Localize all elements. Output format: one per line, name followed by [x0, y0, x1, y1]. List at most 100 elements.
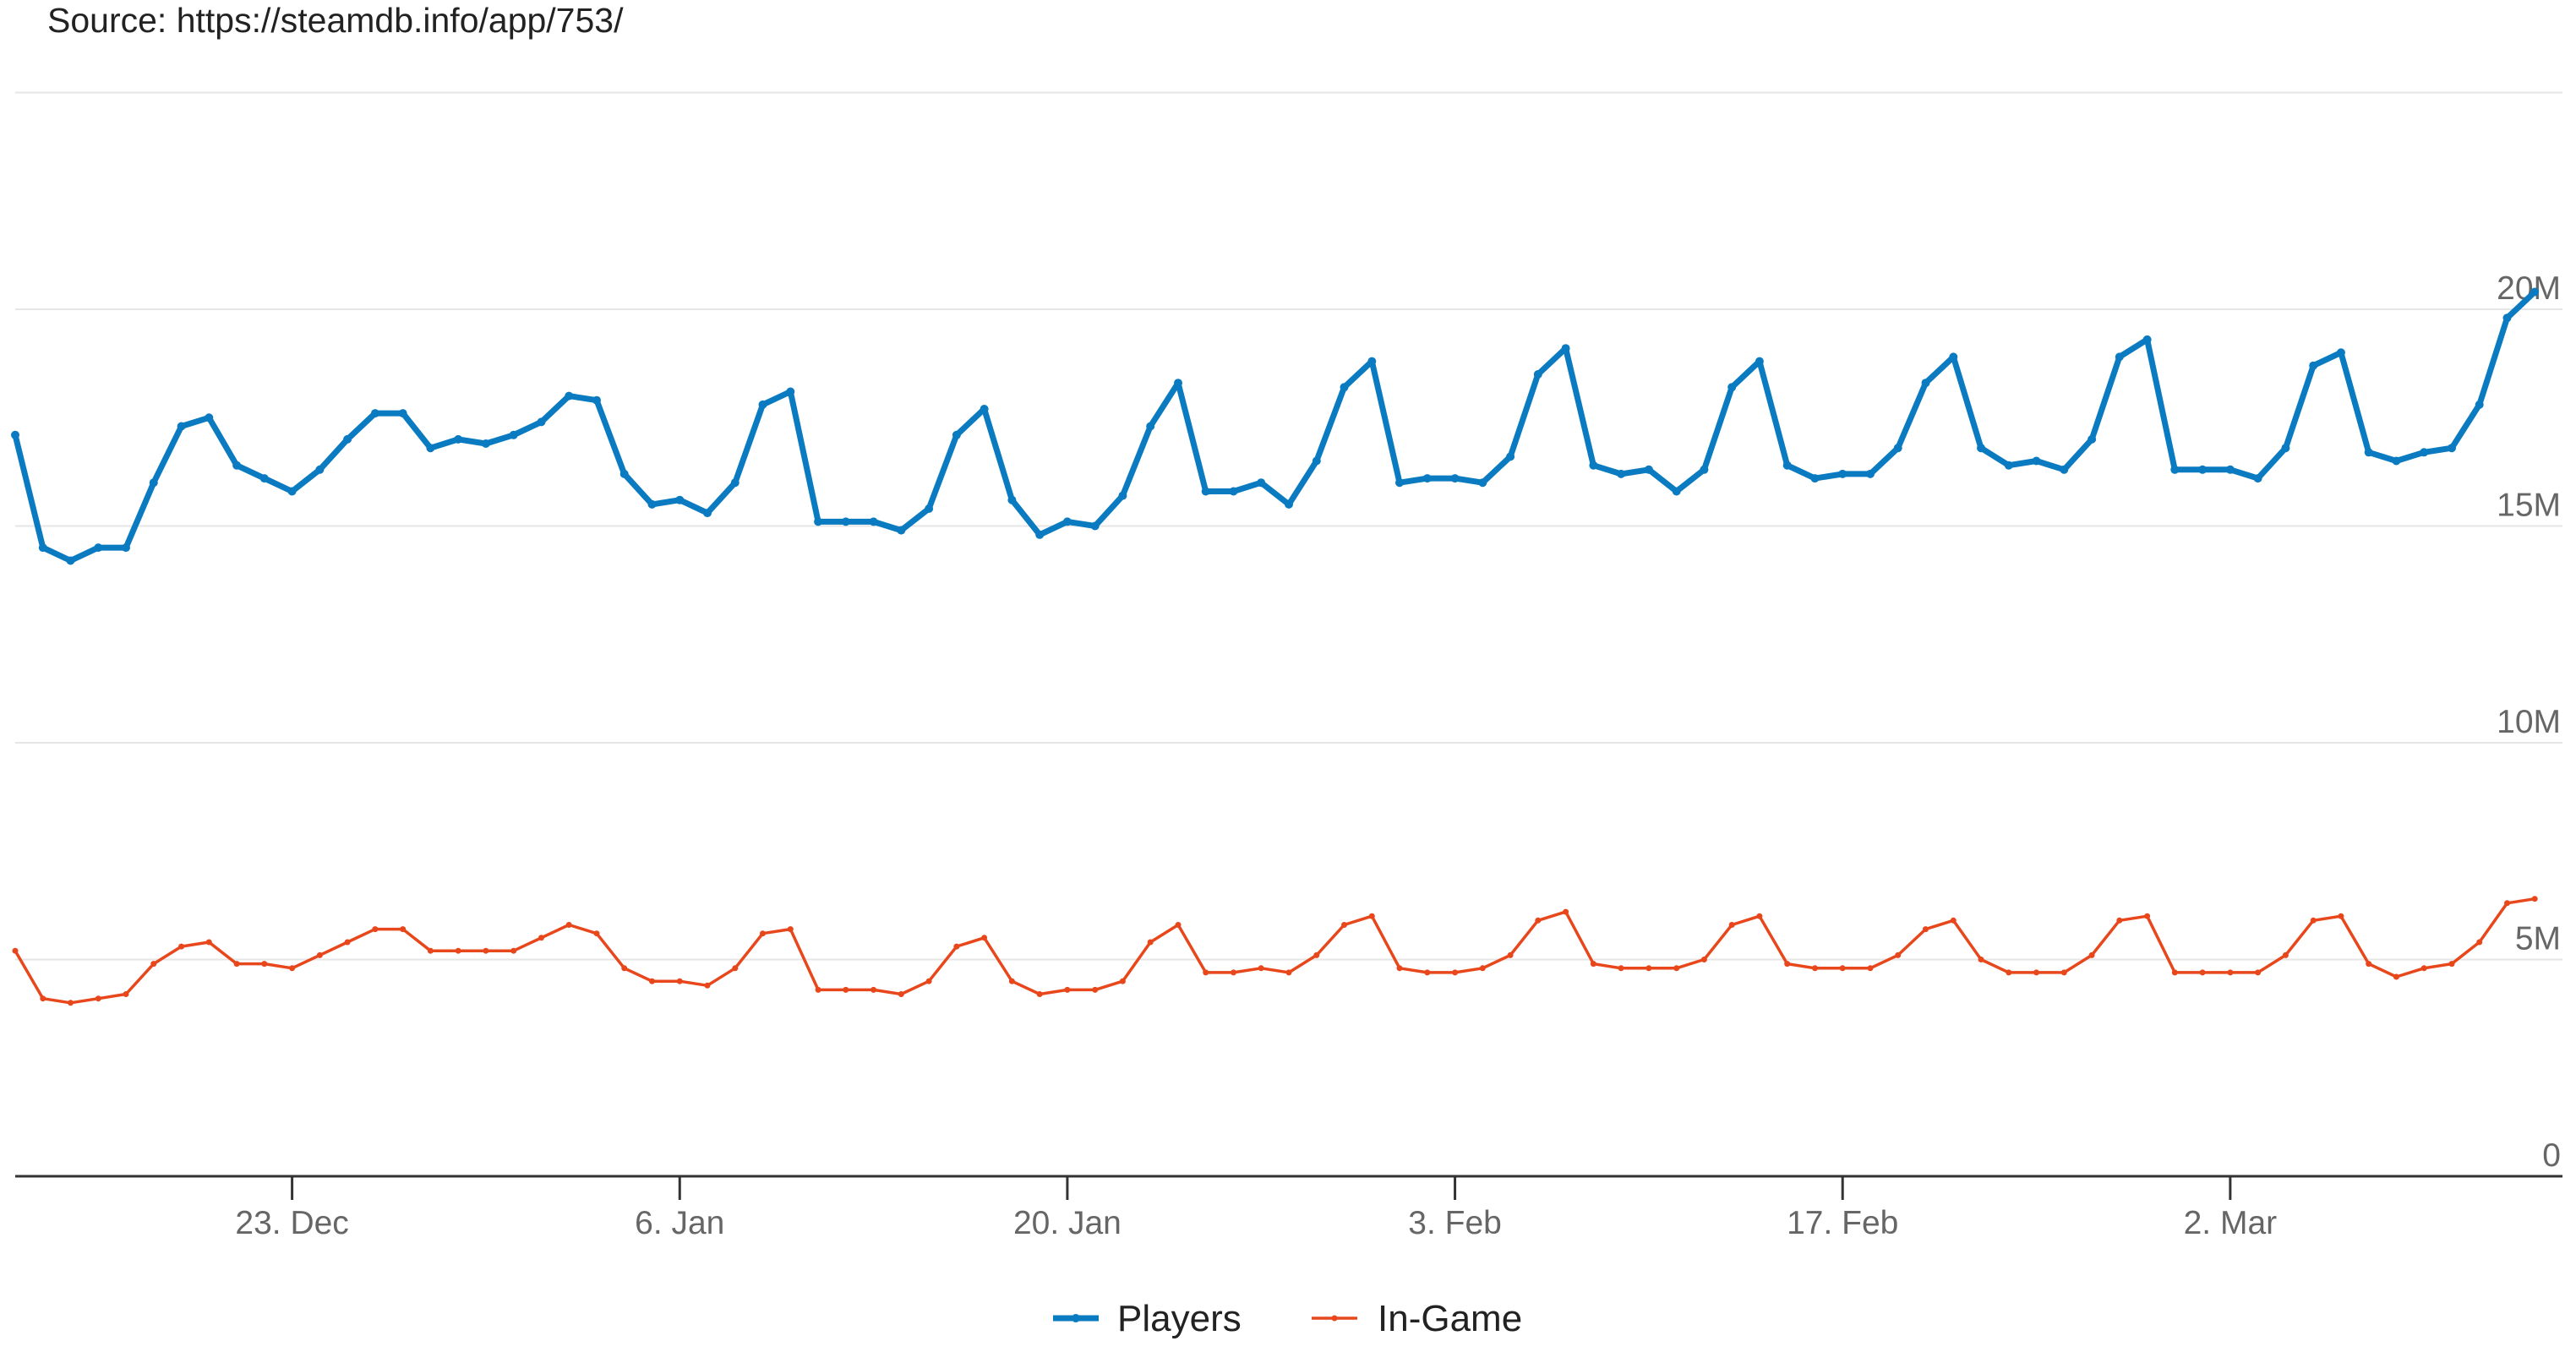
- data-point-players: [925, 504, 934, 513]
- data-point-in_game: [1231, 969, 1236, 976]
- data-point-in_game: [2144, 913, 2151, 919]
- data-point-in_game: [1923, 926, 1929, 933]
- data-point-in_game: [2171, 969, 2178, 976]
- data-point-in_game: [68, 1000, 74, 1006]
- data-point-in_game: [565, 922, 572, 928]
- data-point-players: [952, 430, 961, 439]
- data-point-players: [2198, 465, 2208, 474]
- data-point-players: [1977, 444, 1985, 453]
- data-point-players: [1422, 474, 1432, 483]
- data-point-players: [509, 430, 518, 439]
- data-point-players: [841, 517, 850, 526]
- data-point-in_game: [316, 951, 323, 958]
- x-tick-label: 20. Jan: [1013, 1205, 1122, 1241]
- data-point-players: [1035, 530, 1045, 539]
- data-point-players: [1810, 474, 1820, 483]
- data-point-players: [786, 387, 795, 396]
- legend[interactable]: Players In-Game: [1053, 1298, 1522, 1339]
- data-point-in_game: [344, 939, 351, 946]
- data-point-players: [481, 439, 490, 448]
- data-point-players: [1007, 495, 1017, 504]
- data-point-in_game: [1258, 965, 1264, 972]
- data-point-in_game: [538, 935, 544, 941]
- data-point-in_game: [732, 965, 739, 972]
- data-point-players: [814, 517, 823, 526]
- data-point-players: [2253, 474, 2262, 483]
- data-point-in_game: [1396, 965, 1403, 972]
- x-tick-label: 23. Dec: [235, 1205, 348, 1241]
- data-point-players: [2364, 448, 2373, 457]
- data-point-in_game: [1784, 961, 1791, 968]
- data-point-in_game: [2088, 951, 2095, 958]
- data-point-in_game: [1285, 969, 1292, 976]
- data-point-in_game: [649, 978, 655, 984]
- data-point-in_game: [2060, 969, 2067, 976]
- data-point-in_game: [843, 986, 849, 993]
- legend-item-players[interactable]: Players: [1053, 1298, 1242, 1339]
- y-tick-label: 15M: [2497, 488, 2561, 524]
- data-point-in_game: [178, 943, 185, 950]
- data-point-in_game: [2393, 973, 2399, 980]
- data-point-in_game: [2255, 969, 2262, 976]
- data-point-in_game: [1424, 969, 1431, 976]
- data-point-players: [426, 444, 435, 453]
- data-point-players: [1478, 478, 1487, 488]
- x-tick-label: 3. Feb: [1408, 1205, 1502, 1241]
- data-point-in_game: [1507, 951, 1514, 958]
- data-point-in_game: [953, 943, 960, 950]
- data-point-in_game: [2366, 961, 2372, 968]
- x-tick-label: 17. Feb: [1787, 1205, 1898, 1241]
- x-tick-label: 2. Mar: [2184, 1205, 2278, 1241]
- data-point-in_game: [898, 991, 904, 997]
- data-point-in_game: [2531, 896, 2538, 902]
- data-point-in_game: [2448, 961, 2455, 968]
- data-point-in_game: [1895, 951, 1902, 958]
- data-point-players: [537, 417, 546, 427]
- legend-marker-players: [1072, 1314, 1080, 1322]
- data-point-in_game: [1064, 986, 1071, 993]
- data-point-in_game: [1563, 908, 1569, 915]
- data-point-players: [565, 391, 574, 401]
- legend-label-players: Players: [1117, 1298, 1242, 1339]
- data-point-in_game: [400, 926, 407, 933]
- data-point-players: [1201, 487, 1210, 496]
- data-point-in_game: [1700, 957, 1707, 962]
- data-point-players: [1644, 465, 1653, 474]
- data-point-players: [1561, 344, 1570, 353]
- data-point-players: [1395, 478, 1404, 488]
- data-point-players: [592, 395, 601, 405]
- data-point-in_game: [1092, 986, 1099, 993]
- data-point-players: [1090, 521, 1100, 531]
- series-line-players: [12, 289, 2538, 564]
- data-point-in_game: [2033, 969, 2039, 976]
- data-point-players: [2281, 444, 2290, 453]
- data-point-in_game: [2282, 951, 2289, 958]
- data-point-players: [2032, 456, 2041, 466]
- data-point-players: [11, 430, 19, 439]
- data-point-in_game: [289, 965, 296, 972]
- data-point-players: [1146, 422, 1155, 431]
- data-point-in_game: [1950, 917, 1957, 924]
- data-point-players: [2060, 465, 2069, 474]
- series-in_game: [12, 896, 2538, 1006]
- data-point-in_game: [510, 947, 517, 954]
- data-point-players: [2142, 335, 2152, 344]
- data-point-in_game: [1839, 965, 1846, 972]
- legend-item-in_game[interactable]: In-Game: [1312, 1298, 1522, 1339]
- data-point-in_game: [483, 947, 489, 954]
- data-point-in_game: [1313, 951, 1320, 958]
- data-point-players: [1118, 491, 1127, 500]
- data-point-players: [1285, 499, 1293, 509]
- data-point-players: [122, 543, 130, 553]
- data-point-players: [1921, 379, 1930, 388]
- data-point-players: [1533, 370, 1542, 379]
- data-point-players: [1062, 517, 1072, 526]
- data-point-in_game: [1119, 978, 1126, 984]
- data-point-players: [2088, 434, 2097, 444]
- x-axis: [15, 1175, 2562, 1200]
- data-point-in_game: [1341, 922, 1347, 928]
- data-point-in_game: [1756, 913, 1763, 919]
- data-point-in_game: [1673, 965, 1680, 972]
- data-point-in_game: [1867, 965, 1874, 972]
